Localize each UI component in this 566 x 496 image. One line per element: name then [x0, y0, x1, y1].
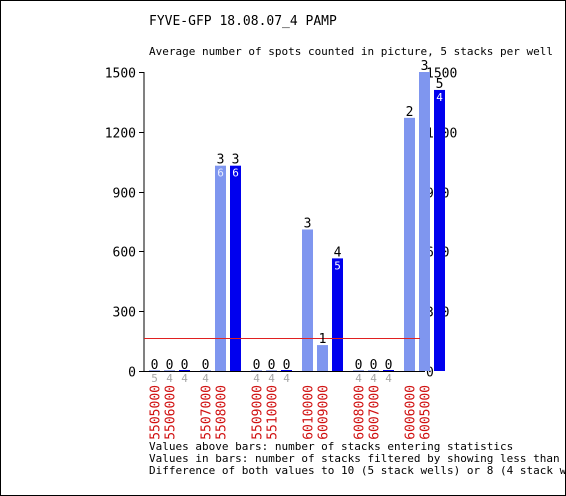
bar-count-inside: 4 [202, 372, 209, 385]
y-tick-label-left: 0 [128, 366, 136, 381]
bar-count-above: 3 [217, 153, 225, 168]
bar [383, 370, 394, 371]
category-label: 5508000 [215, 385, 230, 440]
bar-count-above: 0 [202, 358, 210, 373]
bar-count-above: 0 [370, 358, 378, 373]
bar [332, 258, 343, 371]
bar-count-inside: 4 [283, 372, 290, 385]
bar [419, 72, 430, 371]
bar [404, 117, 415, 371]
bar-count-inside: 4 [268, 372, 275, 385]
bar [266, 370, 277, 371]
chart-title: FYVE-GFP 18.08.07_4 PAMP [149, 14, 337, 29]
bar [164, 370, 175, 371]
note-above-bars: Values above bars: number of stacks ente… [149, 440, 514, 453]
category-label: 5510000 [266, 385, 281, 440]
bar [302, 229, 313, 371]
bar-count-inside: 4 [166, 372, 173, 385]
y-tick-label-left: 900 [113, 187, 136, 202]
category-label: 5509000 [251, 385, 266, 440]
bar [317, 345, 328, 371]
y-tick-label-left: 1500 [105, 67, 136, 82]
bar [215, 165, 226, 371]
bar-count-above: 0 [181, 358, 189, 373]
bar-count-above: 1 [319, 332, 327, 347]
bar [368, 370, 379, 371]
category-label: 6010000 [302, 385, 317, 440]
category-label: 5505000 [149, 385, 164, 440]
bar [200, 370, 211, 371]
bar-count-inside: 5 [334, 259, 341, 272]
bar-count-above: 0 [385, 358, 393, 373]
y-tick-label-left: 1200 [105, 127, 136, 142]
bar-count-inside: 4 [370, 372, 377, 385]
bar-count-inside: 4 [385, 372, 392, 385]
bar-count-inside: 4 [181, 372, 188, 385]
bar [434, 89, 445, 371]
bar [179, 370, 190, 371]
bar-count-above: 2 [406, 105, 414, 120]
bar-count-above: 0 [151, 358, 159, 373]
bars [144, 72, 445, 371]
bar-count-above: 0 [283, 358, 291, 373]
bar-count-inside: 4 [253, 372, 260, 385]
bar-count-above: 3 [232, 153, 240, 168]
bar-count-above: 0 [253, 358, 261, 373]
category-label: 6009000 [317, 385, 332, 440]
bar [251, 370, 262, 371]
category-label: 5506000 [164, 385, 179, 440]
y-tick-label-left: 600 [113, 246, 136, 261]
category-label: 5507000 [200, 385, 215, 440]
bar-count-above: 3 [304, 216, 312, 231]
bar [230, 165, 241, 371]
bar-count-above: 4 [334, 245, 342, 260]
bar-count-inside: 5 [151, 372, 158, 385]
y-tick-label-right: 0 [426, 366, 434, 381]
bar [149, 370, 160, 371]
bar-count-above: 5 [436, 77, 444, 92]
y-tick-label-left: 300 [113, 306, 136, 321]
bar-count-above: 0 [268, 358, 276, 373]
bar-count-above: 3 [421, 59, 429, 74]
bar-count-inside: 4 [355, 372, 362, 385]
bar-count-inside: 6 [232, 167, 239, 180]
note-difference: Difference of both values to 10 (5 stack… [149, 464, 566, 477]
bar-count-inside: 4 [436, 91, 443, 104]
bar-count-above: 0 [166, 358, 174, 373]
bar-count-inside: 6 [217, 167, 224, 180]
bar [353, 370, 364, 371]
note-in-bars: Values in bars: number of stacks filtere… [149, 452, 566, 465]
y-tick-label-right: 1500 [426, 67, 457, 82]
bar-count-above: 0 [355, 358, 363, 373]
chart-subtitle: Average number of spots counted in pictu… [149, 45, 553, 58]
category-label: 6005000 [419, 385, 434, 440]
category-label: 6007000 [368, 385, 383, 440]
category-labels: 5505000 5506000 5507000 5508000 5509000 55100… [149, 385, 434, 440]
category-label: 6006000 [404, 385, 419, 440]
bar [281, 370, 292, 371]
category-label: 6008000 [353, 385, 368, 440]
